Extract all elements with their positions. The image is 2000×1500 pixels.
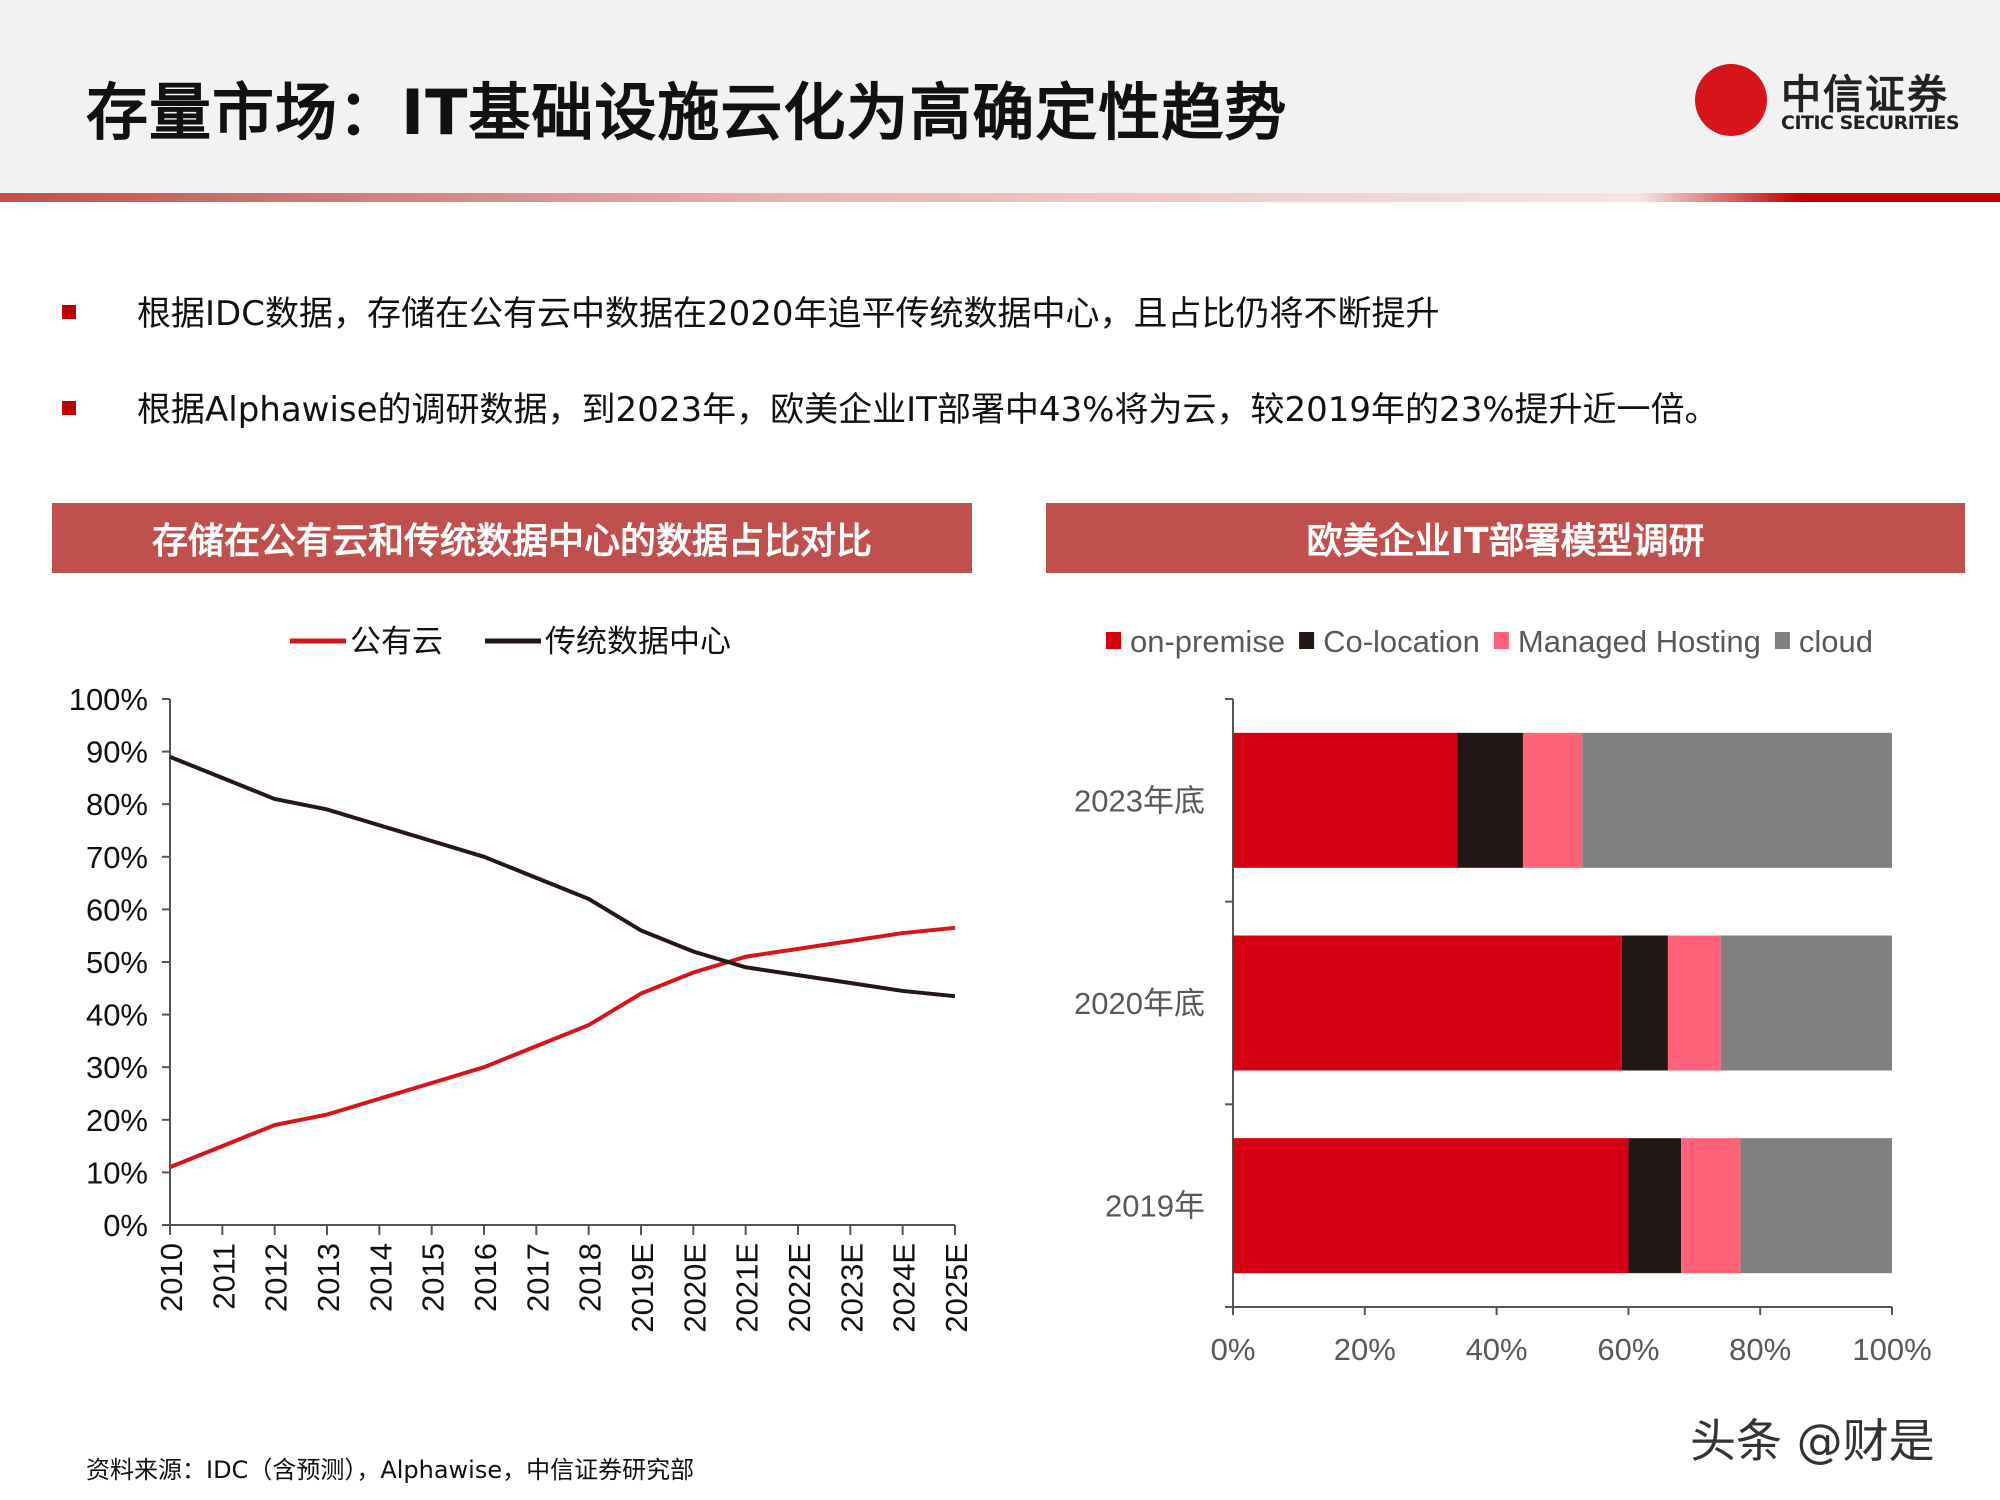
- legend-label: on-premise: [1130, 624, 1285, 659]
- left-chart-title: 存储在公有云和传统数据中心的数据占比对比: [52, 503, 972, 573]
- x-tick-label: 0%: [1211, 1332, 1256, 1367]
- bullet-text: 根据Alphawise的调研数据，到2023年，欧美企业IT部署中43%将为云，…: [137, 390, 1719, 430]
- category-label: 2020年底: [1074, 986, 1205, 1021]
- x-tick-label: 2010: [154, 1243, 189, 1312]
- x-tick-label: 2012: [259, 1243, 294, 1312]
- legend-label: 传统数据中心: [545, 624, 731, 659]
- bar-segment-managed-hosting: [1522, 732, 1583, 868]
- x-tick-label: 2020E: [677, 1243, 712, 1333]
- legend-label: Managed Hosting: [1518, 624, 1761, 659]
- x-tick-label: 20%: [1334, 1332, 1396, 1367]
- y-tick-label: 40%: [86, 998, 148, 1033]
- y-tick-label: 60%: [86, 892, 148, 927]
- bar-segment-on-premise: [1233, 732, 1458, 868]
- logo-cn: 中信证券: [1781, 71, 1949, 118]
- x-tick-label: 2013: [311, 1243, 346, 1312]
- y-tick-label: 80%: [86, 787, 148, 822]
- bar-segment-managed-hosting: [1667, 935, 1721, 1071]
- x-tick-label: 2019E: [625, 1243, 660, 1333]
- header-divider: [0, 193, 2000, 202]
- page-title: 存量市场：IT基础设施云化为高确定性趋势: [86, 76, 1288, 149]
- x-tick-label: 2018: [573, 1243, 608, 1312]
- header: 存量市场：IT基础设施云化为高确定性趋势 中信证券 CITIC SECURITI…: [0, 0, 2000, 193]
- x-tick-label: 2024E: [887, 1243, 922, 1333]
- bar-segment-cloud: [1740, 1138, 1892, 1274]
- y-tick-label: 0%: [103, 1208, 148, 1243]
- bar-segment-co-location: [1457, 732, 1523, 868]
- x-tick-label: 40%: [1466, 1332, 1528, 1367]
- y-tick-label: 30%: [86, 1050, 148, 1085]
- category-label: 2023年底: [1074, 783, 1205, 818]
- logo-en: CITIC SECURITIES: [1781, 112, 1960, 134]
- x-tick-label: 100%: [1852, 1332, 1931, 1367]
- y-tick-label: 90%: [86, 735, 148, 770]
- x-tick-label: 2025E: [939, 1243, 974, 1333]
- category-label: 2019年: [1105, 1189, 1205, 1224]
- y-tick-label: 70%: [86, 840, 148, 875]
- x-tick-label: 2011: [206, 1243, 241, 1310]
- bar-segment-co-location: [1621, 935, 1668, 1071]
- right-chart-title: 欧美企业IT部署模型调研: [1046, 503, 1965, 573]
- y-tick-label: 100%: [69, 682, 148, 717]
- x-tick-label: 2021E: [730, 1243, 765, 1333]
- legend-swatch: [1106, 632, 1121, 649]
- bullet-text: 根据IDC数据，存储在公有云中数据在2020年追平传统数据中心，且占比仍将不断提…: [137, 294, 1440, 334]
- legend-swatch: [1299, 632, 1315, 649]
- x-tick-label: 2014: [363, 1243, 398, 1312]
- legend-label: 公有云: [350, 624, 443, 659]
- x-tick-label: 2022E: [782, 1243, 817, 1333]
- legend-swatch: [1493, 632, 1509, 649]
- bar-segment-on-premise: [1233, 1138, 1629, 1274]
- citic-emblem-icon: [1695, 64, 1767, 136]
- x-tick-label: 2017: [520, 1243, 555, 1312]
- bar-segment-cloud: [1582, 732, 1892, 868]
- series-line-0: [169, 925, 956, 1169]
- bullet-icon: [62, 401, 76, 415]
- citic-logo: 中信证券 CITIC SECURITIES: [1695, 60, 1975, 140]
- x-tick-label: 2023E: [834, 1243, 869, 1333]
- bar-segment-co-location: [1628, 1138, 1682, 1274]
- y-tick-label: 10%: [86, 1155, 148, 1190]
- footnote: 资料来源：IDC（含预测），Alphawise，中信证券研究部: [86, 1456, 695, 1484]
- x-tick-label: 60%: [1597, 1332, 1659, 1367]
- watermark: 头条 @财是: [1690, 1414, 1935, 1468]
- x-tick-label: 2016: [468, 1243, 503, 1312]
- series-line-1: [169, 755, 956, 999]
- bar-segment-cloud: [1720, 935, 1892, 1071]
- legend-label: Co-location: [1323, 624, 1480, 659]
- x-tick-label: 2015: [416, 1243, 451, 1312]
- y-tick-label: 50%: [86, 945, 148, 980]
- bullet-icon: [62, 305, 76, 319]
- x-tick-label: 80%: [1729, 1332, 1791, 1367]
- legend-label: cloud: [1799, 624, 1873, 659]
- y-tick-label: 20%: [86, 1103, 148, 1138]
- bar-segment-managed-hosting: [1681, 1138, 1741, 1274]
- bar-segment-on-premise: [1233, 935, 1622, 1071]
- legend-swatch: [1774, 632, 1790, 649]
